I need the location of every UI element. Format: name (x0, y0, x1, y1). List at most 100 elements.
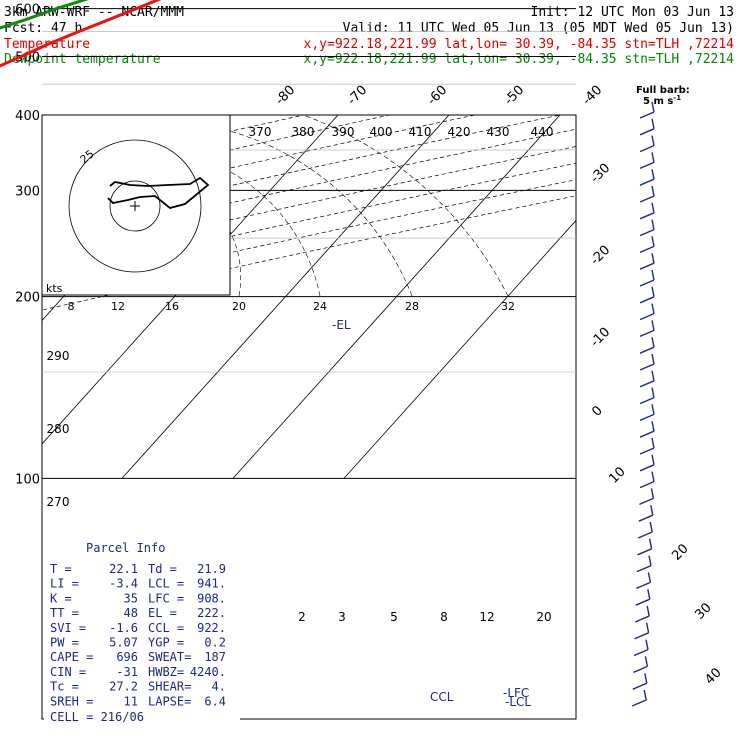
parcel-info-value: 0.2 (204, 636, 226, 650)
wind-barb (639, 178, 655, 186)
parcel-info-value: 21.9 (197, 562, 226, 576)
temperature-tick-label: -30 (588, 161, 614, 187)
wind-barb-flag (651, 269, 655, 281)
wind-barb (639, 346, 655, 354)
wind-barb-flag (644, 656, 649, 667)
mixing-ratio-labels: 2 3 5 8 12 20 (298, 610, 551, 624)
dry-adiabat (42, 179, 576, 295)
wind-barb-flag (651, 303, 655, 314)
hodograph-outer-ring (190, 122, 413, 297)
parcel-info-value: 908. (197, 591, 226, 605)
temperature-axis-labels: -80 -70 -60 -50 -40 -30 -20 -10 0 10 20 30 40 (273, 83, 725, 688)
wind-barb-flag (651, 169, 655, 180)
pressure-tick-label: 500 (15, 50, 40, 65)
parcel-info-label: SWEAT= (148, 650, 191, 664)
theta-label: 420 (448, 125, 471, 139)
temperature-legend-info: x,y=922.18,221.99 lat,lon= 30.39, -84.35… (304, 37, 735, 52)
wind-barb-flag (645, 639, 649, 650)
wind-barb (632, 682, 648, 690)
wind-barb (637, 548, 652, 556)
wind-barb-flag (651, 421, 655, 432)
wind-barb-flag (651, 320, 655, 331)
parcel-info-label: PW = (50, 636, 79, 650)
theta-label: 430 (487, 125, 510, 139)
parcel-info-label: LFC = (148, 591, 184, 605)
hodograph-ring-label: 32 (501, 300, 515, 313)
wind-barb-flag (651, 370, 655, 381)
wind-barb (634, 615, 650, 623)
parcel-level-label: -LFC (503, 686, 529, 700)
wind-barb (633, 665, 648, 674)
wind-barb (636, 564, 652, 573)
wind-barb (633, 648, 649, 657)
wind-barb-flag (651, 387, 655, 398)
wind-barb-flag (651, 454, 655, 465)
pressure-tick-label: 200 (15, 291, 40, 306)
wind-barb-flag (651, 118, 655, 129)
wind-barb-flag (651, 404, 655, 415)
temperature-tick-label: -70 (345, 83, 371, 109)
wind-barb (631, 699, 647, 707)
parcel-info-value: 6.4 (204, 694, 226, 708)
parcel-level-label: CCL (430, 690, 454, 704)
wind-barb (639, 329, 655, 338)
mixing-ratio-label: 5 (390, 610, 398, 624)
theta-label: 410 (409, 125, 432, 139)
wind-barb (639, 212, 655, 220)
mixing-ratio-label: 12 (479, 610, 494, 624)
parcel-info-label: Td = (148, 562, 177, 576)
wind-barb (639, 430, 655, 438)
parcel-info-value: 696 (116, 650, 138, 664)
isotherm-line (121, 115, 450, 479)
forecast-hour: Fcst: 47 h (4, 21, 82, 36)
wind-barb (638, 514, 654, 522)
wind-barb (639, 480, 655, 489)
wind-barb (639, 413, 655, 422)
mixing-ratio-label: 2 (298, 610, 306, 624)
wind-barb (639, 497, 654, 506)
wind-barb-flag (651, 353, 655, 365)
temperature-tick-label: -40 (580, 83, 606, 109)
parcel-info-value: -3.4 (109, 577, 138, 591)
theta-label: 380 (292, 125, 315, 139)
valid-time: Valid: 11 UTC Wed 05 Jun 13 (05 MDT Wed … (343, 21, 734, 36)
wind-barb (635, 598, 651, 606)
isotherm-line (42, 115, 339, 445)
wind-barb-flag (651, 202, 655, 213)
wind-barb (639, 144, 655, 153)
parcel-info-title: Parcel Info (86, 541, 165, 555)
wind-barb (639, 161, 655, 170)
wind-barb-flag (648, 538, 653, 549)
wind-barb (636, 581, 651, 590)
parcel-info-label: Tc = (50, 680, 79, 694)
parcel-info-value: 35 (124, 591, 138, 605)
wind-barb-flag (651, 286, 655, 297)
parcel-info-label: YGP = (148, 636, 184, 650)
theta-label: 400 (370, 125, 393, 139)
parcel-info-label: CCL = (148, 621, 184, 635)
wind-barb (639, 111, 655, 119)
wind-barb-flag (649, 521, 653, 533)
parcel-info-value: 222. (197, 606, 226, 620)
parcel-info-label: LAPSE= (148, 694, 191, 708)
parcel-info-value: 187 (204, 650, 226, 664)
temperature-tick-label: 20 (669, 541, 691, 563)
wind-barb-flag (647, 589, 651, 600)
hodograph-unit-label: kts (46, 282, 63, 295)
parcel-info-label: SVI = (50, 621, 86, 635)
wind-barb-flag (651, 135, 655, 146)
temperature-tick-label: 0 (589, 403, 605, 419)
parcel-info-box: Parcel Info T = 22.1 Td = 21.9 LI = -3.4 LCL =… (44, 537, 240, 724)
wind-barb-flag (644, 673, 648, 684)
parcel-info-value: 4. (212, 680, 226, 694)
wind-barb-flag (647, 572, 652, 583)
parcel-info-value: 5.07 (109, 636, 138, 650)
mixing-ratio-label: 8 (440, 610, 448, 624)
wind-barb-flag (651, 185, 655, 197)
mixing-ratio-label: 3 (338, 610, 346, 624)
parcel-info-label: EL = (148, 606, 177, 620)
wind-barb-flag (648, 555, 652, 566)
wind-barb-flag (651, 219, 655, 230)
